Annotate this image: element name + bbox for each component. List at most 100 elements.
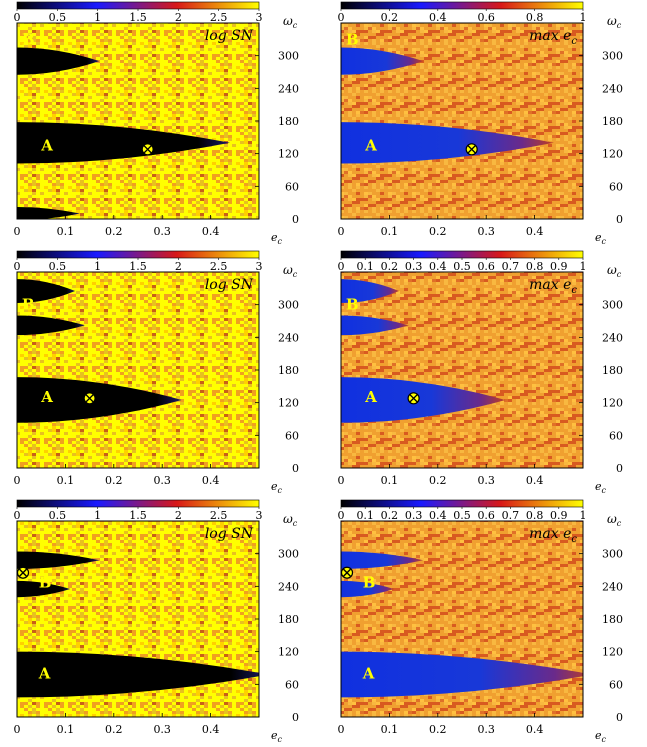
- y-tick-label: 180: [602, 115, 623, 128]
- region-label-B: B: [39, 574, 52, 592]
- colorbar: [16, 250, 260, 259]
- marker-cross-b: [343, 568, 351, 577]
- marker-point: [16, 566, 30, 579]
- colorbar-tick-label: 1.5: [129, 11, 147, 24]
- x-axis-label-sub: c: [278, 486, 283, 495]
- y-axis-label-sub: c: [293, 21, 298, 30]
- region-label-A: A: [362, 664, 375, 682]
- panel-annotation-main: max e: [529, 526, 571, 542]
- y-axis-label: ωc: [607, 263, 622, 279]
- y-tick-label: 60: [609, 678, 623, 691]
- y-tick-label: 120: [602, 646, 623, 659]
- colorbar-tick-label: 0.8: [526, 260, 544, 273]
- chart-panel-5: 0 0.5 1 1.5 2 2.5 30 0.1 0.2 0.3 0.4 ec060120180240…: [14, 499, 299, 744]
- marker-point: [465, 143, 478, 156]
- y-tick-label: 180: [602, 364, 623, 377]
- heatmap-background: [17, 272, 259, 468]
- stable-tongue-2: [17, 551, 100, 569]
- stable-tongue-3: [17, 207, 80, 219]
- x-tick-label: 0.2: [105, 474, 123, 487]
- colorbar-tick-label: 2: [175, 11, 182, 24]
- y-tick-label: 300: [602, 299, 623, 312]
- x-tick-label: 0: [338, 474, 345, 487]
- panel-annotation: log SN: [205, 277, 254, 293]
- y-tick-label: 240: [602, 580, 623, 593]
- x-tick-label: 0.2: [105, 225, 123, 238]
- panel-annotation-main: max e: [529, 28, 571, 44]
- colorbar-tick-label: 0.5: [49, 260, 67, 273]
- stable-tongue-3: [17, 315, 85, 336]
- y-tick-label: 0: [616, 462, 623, 475]
- x-axis-label-sub: c: [278, 237, 283, 246]
- colorbar-tick-label: 2: [175, 260, 182, 273]
- panel-annotation-main: log SN: [205, 28, 254, 44]
- colorbar-tick-label: 0.5: [453, 509, 471, 522]
- y-axis-label-sub: c: [617, 519, 622, 528]
- x-tick-label: 0: [14, 474, 21, 487]
- x-tick-label: 0.2: [429, 723, 447, 736]
- y-tick-label: 60: [285, 678, 299, 691]
- x-axis-label-main: e: [271, 480, 278, 493]
- y-axis-label-sub: c: [293, 519, 298, 528]
- y-axis-label-main: ω: [283, 14, 293, 28]
- panel-annotation-sub: c: [571, 285, 577, 296]
- x-axis-label-sub: c: [278, 735, 283, 744]
- y-tick-label: 300: [602, 50, 623, 63]
- x-axis-label-main: e: [271, 231, 278, 244]
- colorbar-tick-label: 0.3: [405, 509, 423, 522]
- colorbar-tick-label: 3: [256, 509, 263, 522]
- colorbar-tick-label: 0.5: [453, 260, 471, 273]
- stable-regions: [17, 47, 230, 219]
- y-axis-label: ωc: [607, 512, 622, 528]
- x-tick-label: 0.2: [429, 225, 447, 238]
- x-tick-label: 0.4: [526, 723, 544, 736]
- region-label-B: B: [363, 574, 376, 592]
- y-axis-label-sub: c: [617, 21, 622, 30]
- colorbar-tick-label: 0.6: [477, 260, 495, 273]
- colorbar-tick-label: 1: [580, 509, 587, 522]
- x-axis-label: ec: [595, 729, 607, 744]
- colorbar-tick-label: 0.6: [477, 509, 495, 522]
- chart-panel-3: 0 0.5 1 1.5 2 2.5 30 0.1 0.2 0.3 0.4 ec060120180240…: [14, 250, 299, 495]
- colorbar-tick-label: 1: [94, 509, 101, 522]
- x-axis-label: ec: [595, 231, 607, 246]
- x-tick-label: 0.3: [153, 474, 171, 487]
- marker-point: [340, 566, 354, 579]
- marker-point: [141, 143, 154, 156]
- x-axis-label-main: e: [595, 480, 602, 493]
- colorbar-tick-label: 1: [580, 260, 587, 273]
- colorbar-tick-label: 3: [256, 260, 263, 273]
- colorbar-tick-label: 0: [14, 509, 21, 522]
- y-tick-label: 60: [609, 429, 623, 442]
- panel-annotation-main: log SN: [205, 526, 254, 542]
- panel-annotation-sub: c: [571, 534, 577, 545]
- x-tick-label: 0.1: [57, 723, 75, 736]
- panel-annotation-main: log SN: [205, 277, 254, 293]
- colorbar-tick-label: 0.2: [381, 509, 399, 522]
- colorbar: [16, 499, 260, 508]
- colorbar-tick-label: 2.5: [210, 509, 228, 522]
- y-axis-label-main: ω: [283, 263, 293, 277]
- colorbar: [340, 250, 584, 259]
- colorbar-tick-label: 0.3: [405, 260, 423, 273]
- marker-cross-b: [143, 145, 152, 154]
- stable-tongue-3: [341, 315, 409, 336]
- y-tick-label: 0: [292, 213, 299, 226]
- region-label-A: A: [40, 137, 53, 155]
- panel-annotation: max ec: [529, 28, 577, 47]
- region-label-B: B: [22, 30, 35, 48]
- stable-tongue-1: [341, 122, 554, 164]
- colorbar-tick-label: 0: [14, 260, 21, 273]
- marker-cross-b: [85, 394, 94, 403]
- x-tick-label: 0.1: [57, 474, 75, 487]
- x-tick-label: 0.3: [153, 225, 171, 238]
- stable-regions: [341, 47, 554, 164]
- y-tick-label: 0: [616, 711, 623, 724]
- y-tick-label: 60: [285, 429, 299, 442]
- region-label-B: B: [346, 30, 359, 48]
- x-tick-label: 0.4: [202, 225, 220, 238]
- y-tick-label: 120: [602, 148, 623, 161]
- x-axis-label-sub: c: [602, 486, 607, 495]
- colorbar-tick-label: 0.5: [49, 11, 67, 24]
